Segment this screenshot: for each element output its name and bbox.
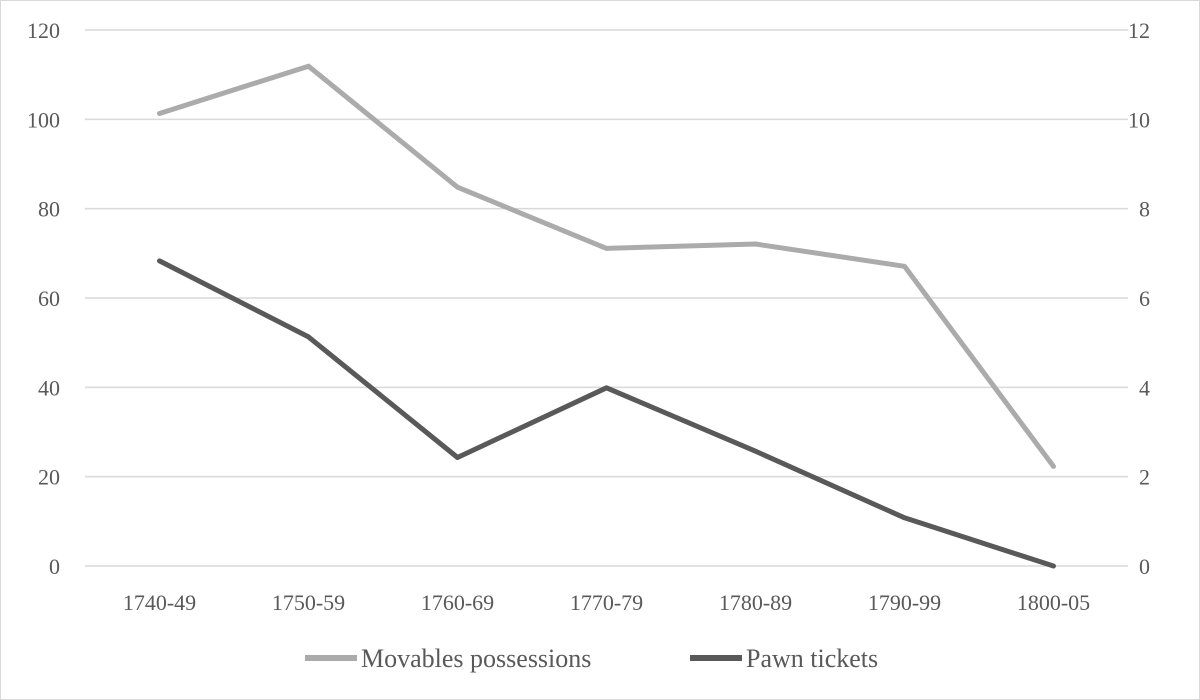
left-axis-tick: 120	[27, 18, 60, 43]
left-axis-tick-labels: 0 20 40 60 80 100 120	[27, 18, 60, 579]
left-axis-tick: 40	[38, 375, 60, 400]
x-axis-tick-labels: 1740-49 1750-59 1760-69 1770-79 1780-89 1790-…	[123, 590, 1090, 615]
right-axis-tick-labels: 0 2 4 6 8 10 12	[1128, 18, 1150, 579]
series-line-pawn-tickets	[157, 258, 1056, 569]
gridlines	[85, 29, 1128, 567]
x-axis-tick: 1760-69	[421, 590, 494, 615]
x-axis-tick: 1800-05	[1017, 590, 1090, 615]
x-axis-tick: 1780-89	[719, 590, 792, 615]
x-axis-tick: 1740-49	[123, 590, 196, 615]
left-axis-tick: 20	[38, 465, 60, 490]
x-axis-tick: 1750-59	[272, 590, 345, 615]
x-axis-tick: 1770-79	[570, 590, 643, 615]
legend-label-pawn-tickets: Pawn tickets	[746, 644, 878, 673]
right-axis-tick: 8	[1139, 197, 1150, 222]
x-axis-tick: 1790-99	[868, 590, 941, 615]
right-axis-tick: 4	[1139, 375, 1150, 400]
left-axis-tick: 80	[38, 197, 60, 222]
legend-label-movables-possessions: Movables possessions	[361, 644, 591, 673]
left-axis-tick: 100	[27, 107, 60, 132]
legend: Movables possessions Pawn tickets	[305, 644, 878, 673]
right-axis-tick: 0	[1139, 554, 1150, 579]
left-axis-tick: 0	[49, 554, 60, 579]
right-axis-tick: 6	[1139, 286, 1150, 311]
series-lines	[157, 63, 1056, 569]
right-axis-tick: 10	[1128, 107, 1150, 132]
series-line-movables-possessions	[157, 63, 1056, 469]
right-axis-tick: 2	[1139, 465, 1150, 490]
left-axis-tick: 60	[38, 286, 60, 311]
right-axis-tick: 12	[1128, 18, 1150, 43]
